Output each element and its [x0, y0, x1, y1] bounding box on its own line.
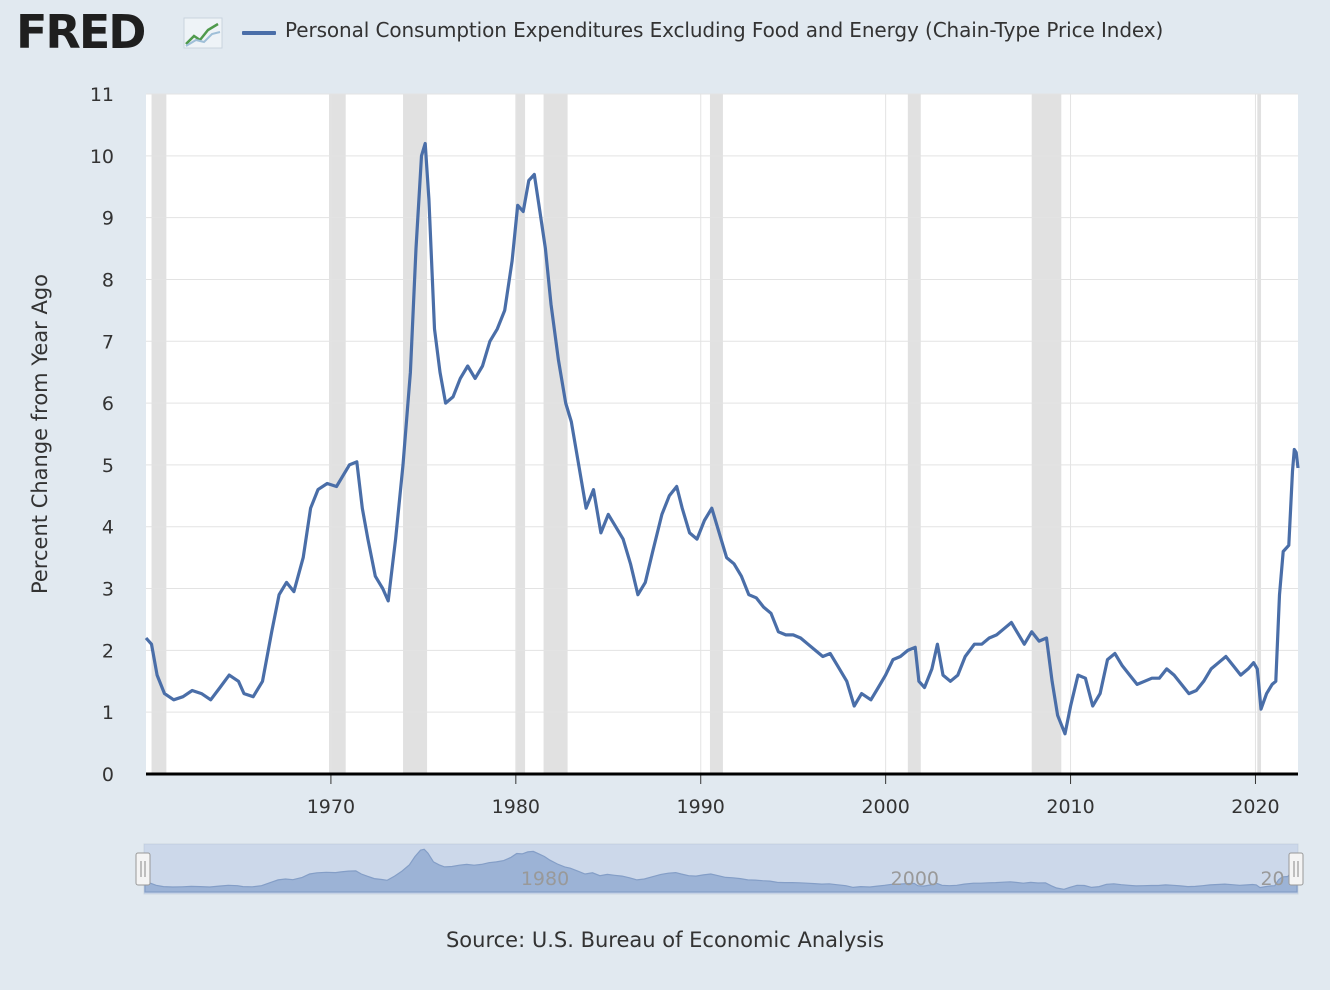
x-tick-label-2000: 2000: [861, 796, 909, 818]
y-tick-label-2: 2: [102, 640, 114, 662]
recession-bands: [151, 94, 1262, 774]
y-tick-label-10: 10: [90, 146, 114, 168]
source-note: Source: U.S. Bureau of Economic Analysis: [445, 928, 885, 952]
grid-lines: [146, 93, 1298, 774]
navigator-label-1: 2000: [891, 868, 939, 890]
recession-band-8: [1257, 94, 1262, 774]
recession-band-4: [543, 94, 568, 774]
x-tick-label-1990: 1990: [677, 796, 725, 818]
y-tick-label-4: 4: [102, 517, 114, 539]
series-line-pce-core[interactable]: [144, 141, 1300, 736]
y-axis-ticks: 0 1 2 3 4 5 6 7 8 9 10 11: [90, 84, 114, 786]
y-tick-label-0: 0: [102, 764, 114, 786]
recession-band-1: [329, 94, 346, 774]
recession-band-7: [1031, 94, 1062, 774]
x-axis-ticks: 1970 1980 1990 2000 2010 2020: [307, 774, 1280, 818]
x-tick-label-1970: 1970: [307, 796, 355, 818]
fred-logo-text: FRED: [16, 6, 144, 54]
navigator-label-2: 20: [1260, 868, 1284, 890]
chart-header: FRED Personal Consumption Expenditures E…: [0, 0, 1330, 70]
y-tick-label-3: 3: [102, 579, 114, 601]
recession-band-3: [515, 94, 526, 774]
y-tick-label-9: 9: [102, 208, 114, 230]
legend-series-swatch: [242, 31, 276, 35]
y-tick-label-11: 11: [90, 84, 114, 106]
x-tick-label-1980: 1980: [492, 796, 540, 818]
recession-band-6: [907, 94, 921, 774]
y-tick-label-5: 5: [102, 455, 114, 477]
recession-band-0: [151, 94, 167, 774]
navigator-label-0: 1980: [521, 868, 569, 890]
recession-band-5: [709, 94, 723, 774]
y-tick-label-1: 1: [102, 702, 114, 724]
x-tick-label-2010: 2010: [1046, 796, 1094, 818]
navigator-left-handle[interactable]: [135, 852, 151, 886]
navigator-selected-range[interactable]: [144, 844, 1298, 894]
y-tick-label-6: 6: [102, 393, 114, 415]
y-tick-label-7: 7: [102, 331, 114, 353]
navigator-right-handle[interactable]: [1288, 852, 1304, 886]
fred-logo-graph-icon: [183, 17, 223, 49]
y-tick-label-8: 8: [102, 269, 114, 291]
legend-series-label[interactable]: Personal Consumption Expenditures Exclud…: [285, 18, 1164, 42]
range-navigator[interactable]: 1980 2000 20: [135, 843, 1304, 895]
navigator-axis-labels: 1980 2000 20: [521, 868, 1285, 890]
fred-logo[interactable]: FRED: [14, 6, 234, 54]
x-tick-label-2020: 2020: [1231, 796, 1279, 818]
